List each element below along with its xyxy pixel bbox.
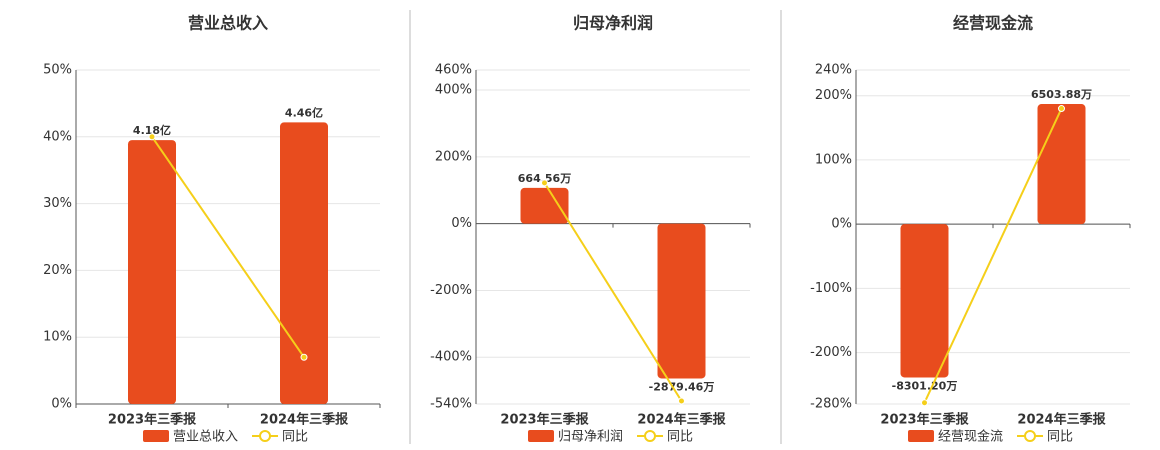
chart-title: 营业总收入: [188, 14, 268, 33]
line: [151, 136, 305, 358]
legend-label: 同比: [667, 430, 693, 445]
legend-label: 同比: [282, 430, 308, 445]
value-label: -8301.20万: [892, 379, 958, 392]
x-tick-label: 2024年三季报: [260, 412, 349, 428]
y-tick-label: 100%: [815, 152, 852, 167]
legend-label: 营业总收入: [173, 430, 238, 445]
legend-swatch: [528, 430, 554, 442]
line-point: [921, 399, 928, 407]
chart-title: 经营现金流: [953, 14, 1033, 33]
y-tick-label: 240%: [815, 63, 852, 78]
y-tick-label: 40%: [43, 129, 72, 144]
line: [543, 182, 683, 402]
legend-swatch: [259, 430, 272, 442]
y-tick-label: -280%: [810, 397, 852, 412]
y-tick-label: -400%: [430, 350, 472, 365]
y-tick-label: 20%: [43, 263, 72, 278]
value-label: -2879.46万: [649, 380, 715, 393]
legend-label: 经营现金流: [938, 429, 1003, 445]
bar: [1037, 104, 1086, 225]
bar: [128, 140, 176, 404]
line-point: [148, 133, 156, 141]
y-tick-label: 200%: [435, 149, 472, 164]
value-label: 4.46亿: [285, 105, 323, 119]
y-tick-label: 0%: [51, 397, 72, 412]
line: [923, 108, 1063, 404]
chart-title: 归母净利润: [573, 14, 653, 33]
x-tick-label: 2024年三季报: [637, 412, 726, 428]
y-tick-label: 460%: [435, 63, 472, 78]
line-point: [1058, 105, 1065, 113]
y-tick-label: -200%: [430, 283, 472, 298]
y-tick-label: -100%: [810, 281, 852, 296]
x-tick-label: 2023年三季报: [500, 412, 589, 428]
bar: [280, 122, 328, 404]
y-tick-label: 400%: [435, 83, 472, 98]
y-tick-label: -540%: [430, 397, 472, 412]
legend-swatch: [908, 430, 934, 442]
legend-label: 归母净利润: [558, 430, 623, 445]
legend-swatch: [1024, 430, 1037, 442]
y-tick-label: 10%: [43, 330, 72, 345]
y-tick-label: -200%: [810, 345, 852, 360]
y-tick-label: 30%: [43, 196, 72, 211]
y-tick-label: 0%: [451, 216, 472, 231]
x-tick-label: 2023年三季报: [880, 412, 969, 428]
legend-swatch: [143, 430, 169, 442]
line-point: [678, 397, 685, 405]
value-label: 664.56万: [518, 172, 571, 185]
bar: [657, 223, 706, 379]
bar: [900, 224, 949, 378]
x-tick-label: 2023年三季报: [108, 412, 197, 428]
y-tick-label: 0%: [831, 217, 852, 232]
line-point: [300, 353, 308, 361]
line-point: [541, 179, 548, 187]
y-tick-label: 200%: [815, 88, 852, 103]
y-tick-label: 50%: [43, 63, 72, 78]
bar: [520, 187, 569, 224]
value-label: 6503.88万: [1031, 88, 1092, 101]
x-tick-label: 2024年三季报: [1017, 412, 1106, 428]
legend-swatch: [644, 430, 657, 442]
value-label: 4.18亿: [133, 123, 171, 137]
legend-label: 同比: [1047, 430, 1073, 445]
